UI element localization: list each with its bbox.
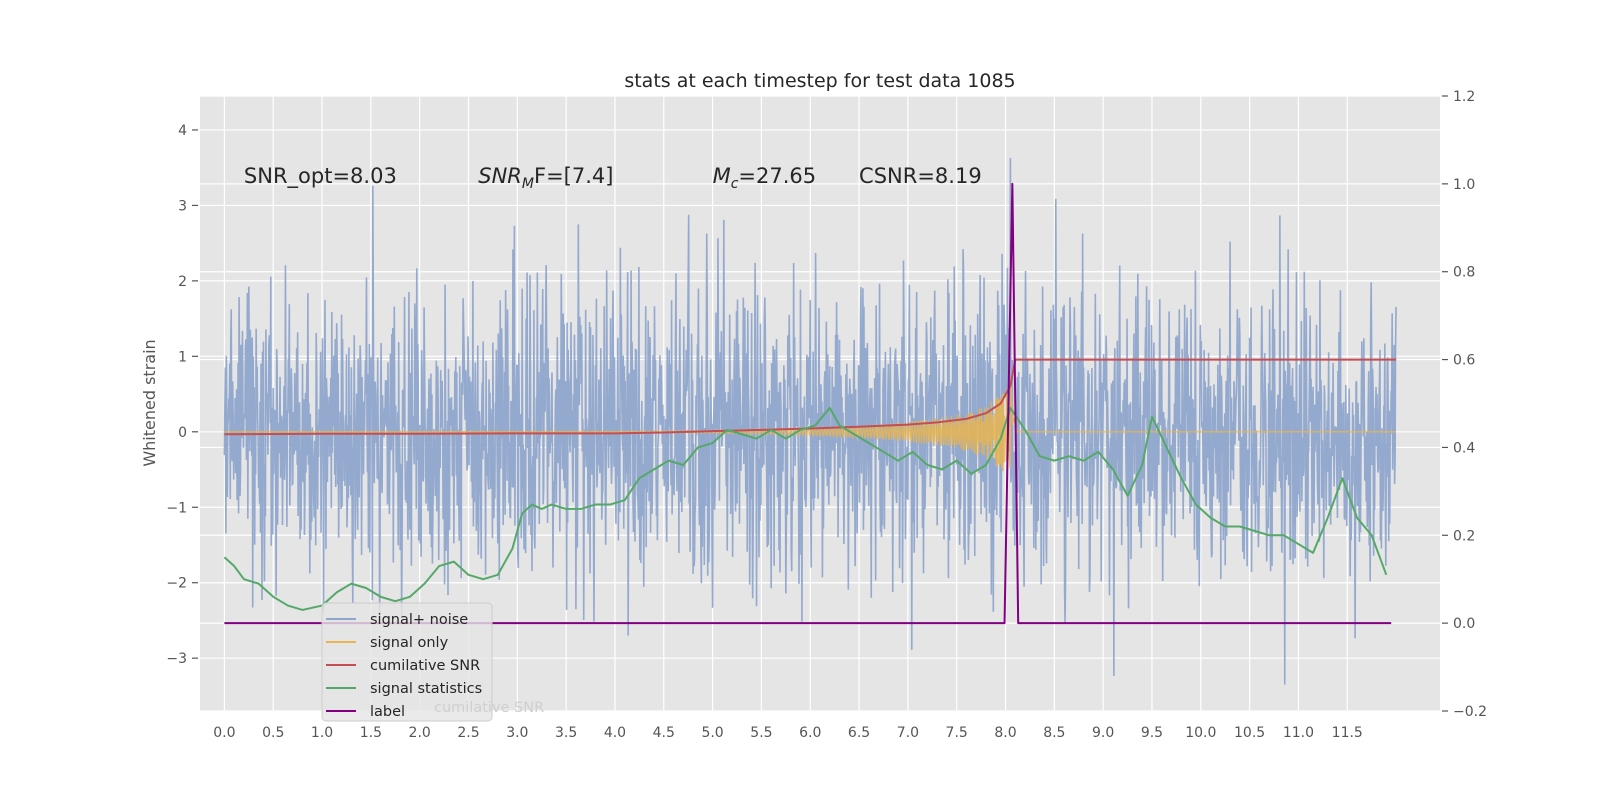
right-axis: −0.2 0.0 0.2 0.4 0.6 0.8 1.0 1.2 [1442, 89, 1487, 720]
annotations: SNR_opt=8.03 SNRMF=[7.4] Mc=27.65 CSNR=8.19 [244, 164, 982, 192]
y-axis-title: Whitened strain [140, 339, 159, 466]
x-axis: 0.0 0.5 1.0 1.5 2.0 2.5 3.0 3.5 4.0 4.5 5.0 5.5 6.0 6… [213, 725, 1363, 741]
x-tick-label: 1.5 [360, 725, 382, 741]
x-tick-label: 11.5 [1332, 725, 1363, 741]
x-tick-label: 10.0 [1185, 725, 1216, 741]
series-signal-statistics [223, 406, 1388, 611]
x-tick-label: 3.0 [506, 725, 528, 741]
annotation-text: SNRMF=[7.4] [478, 164, 613, 192]
y-tick-label: 2 [178, 274, 187, 290]
x-tick-label: 0.0 [213, 725, 235, 741]
x-tick-label: 1.0 [311, 725, 333, 741]
x-tick-label: 8.0 [994, 725, 1016, 741]
x-tick-label: 4.0 [604, 725, 626, 741]
x-tick-label: 7.0 [897, 725, 919, 741]
legend-box [321, 602, 493, 722]
y2-tick-label: 0.0 [1453, 616, 1475, 632]
x-tick-label: 2.5 [457, 725, 479, 741]
x-tick-label: 3.5 [555, 725, 577, 741]
x-tick-label: 5.0 [701, 725, 723, 741]
y-tick-label: −1 [166, 500, 187, 516]
annotation-text: SNR_opt=8.03 [244, 164, 397, 189]
legend-entry: signal+ noise [370, 612, 468, 628]
x-tick-label: 6.5 [848, 725, 870, 741]
y2-tick-label: 0.2 [1453, 528, 1475, 544]
x-tick-label: 11.0 [1283, 725, 1314, 741]
y-tick-label: 4 [178, 123, 187, 139]
x-tick-label: 9.0 [1092, 725, 1114, 741]
plot-content [223, 157, 1397, 685]
x-tick-label: 5.5 [750, 725, 772, 741]
left-axis: −3 −2 −1 0 1 2 3 4 [166, 123, 198, 667]
y-tick-label: 3 [178, 198, 187, 214]
x-tick-label: 10.5 [1234, 725, 1265, 741]
x-tick-label: 8.5 [1043, 725, 1065, 741]
y2-tick-label: 1.0 [1453, 177, 1475, 193]
x-tick-label: 2.0 [409, 725, 431, 741]
y2-tick-label: 0.8 [1453, 265, 1475, 281]
annotation-text: Mc=27.65 [713, 164, 817, 192]
y-tick-label: 0 [178, 425, 187, 441]
series-label [224, 182, 1392, 625]
x-tick-label: 4.5 [653, 725, 675, 741]
x-tick-label: 7.5 [946, 725, 968, 741]
legend-ghost-text: cumilative SNR [434, 700, 544, 716]
legend: cumilative SNR signal+ noise signal only cu… [321, 602, 544, 722]
legend-entry: cumilative SNR [370, 658, 480, 674]
y2-tick-label: 0.4 [1453, 440, 1475, 456]
legend-entry: label [370, 704, 405, 720]
x-tick-label: 9.5 [1141, 725, 1163, 741]
legend-entry: signal only [370, 635, 449, 651]
x-tick-label: 0.5 [262, 725, 284, 741]
y2-tick-label: −0.2 [1453, 704, 1487, 720]
x-tick-label: 6.0 [799, 725, 821, 741]
legend-entry: signal statistics [370, 681, 482, 697]
y-tick-label: 1 [178, 349, 187, 365]
y2-tick-label: 1.2 [1453, 89, 1475, 105]
y-tick-label: −2 [166, 576, 187, 592]
chart-title: stats at each timestep for test data 108… [624, 70, 1015, 92]
annotation-text: CSNR=8.19 [859, 164, 982, 188]
y2-tick-label: 0.6 [1453, 353, 1475, 369]
series-signal-only [224, 385, 1397, 472]
y-tick-label: −3 [166, 651, 187, 667]
